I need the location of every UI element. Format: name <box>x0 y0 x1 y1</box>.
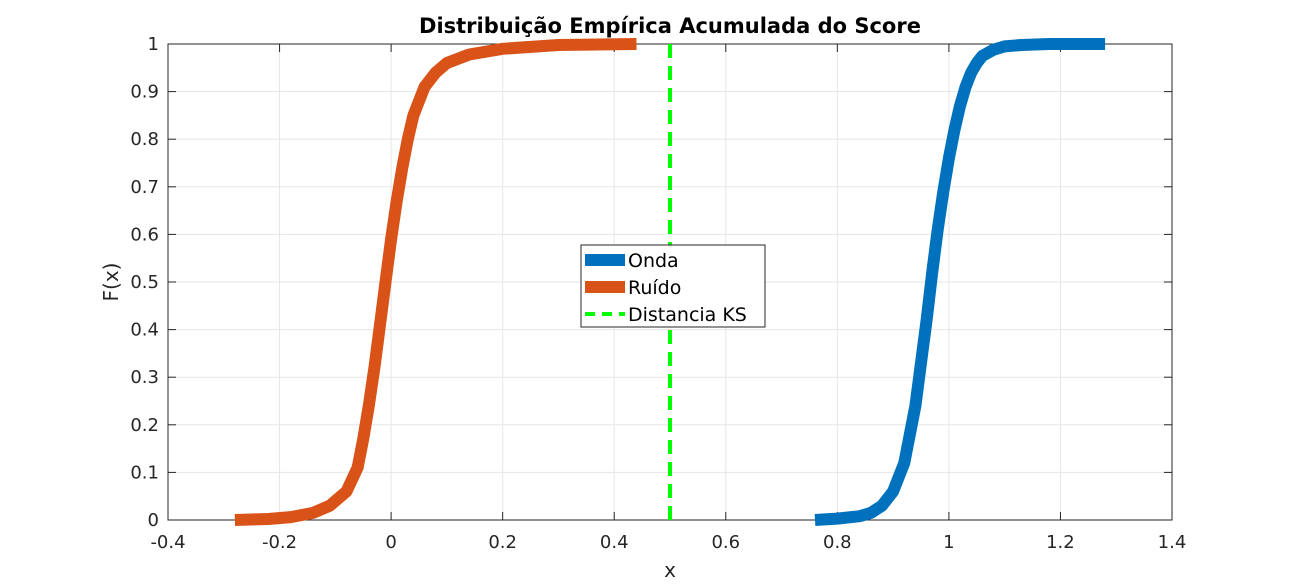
chart-title: Distribuição Empírica Acumulada do Score <box>419 14 921 38</box>
y-tick-label: 0 <box>148 510 159 531</box>
y-tick-label: 0.5 <box>130 272 159 293</box>
x-tick-label: 0.2 <box>488 532 517 553</box>
y-tick-labels: 0 0.1 0.2 0.3 0.4 0.5 0.6 0.7 0.8 0.9 1 <box>130 34 159 531</box>
y-tick-label: 0.4 <box>130 320 159 341</box>
series-line-onda <box>814 38 1106 526</box>
legend-label: Ruído <box>628 277 681 299</box>
x-tick-label: 1.2 <box>1046 532 1075 553</box>
y-tick-label: 0.9 <box>130 82 159 103</box>
y-tick-label: 1 <box>148 34 159 55</box>
y-tick-label: 0.8 <box>130 129 159 150</box>
x-tick-label: -0.2 <box>262 532 297 553</box>
legend-label: Onda <box>628 250 679 272</box>
series-layer <box>234 38 1106 526</box>
x-tick-label: 0.8 <box>823 532 852 553</box>
y-tick-label: 0.7 <box>130 177 159 198</box>
x-tick-labels: -0.4 -0.2 0 0.2 0.4 0.6 0.8 1 1.2 1.4 <box>150 532 1186 553</box>
legend: Onda Ruído Distancia KS <box>580 244 766 328</box>
y-tick-label: 0.1 <box>130 462 159 483</box>
y-axis-title: F(x) <box>99 263 123 302</box>
x-axis-title: x <box>664 558 676 582</box>
x-tick-label: 0.6 <box>711 532 740 553</box>
x-tick-label: 1 <box>943 532 954 553</box>
x-tick-label: -0.4 <box>150 532 185 553</box>
x-tick-label: 0 <box>385 532 396 553</box>
y-tick-label: 0.2 <box>130 415 159 436</box>
x-tick-label: 0.4 <box>600 532 629 553</box>
y-tick-label: 0.3 <box>130 367 159 388</box>
legend-label: Distancia KS <box>628 304 747 326</box>
y-tick-label: 0.6 <box>130 224 159 245</box>
series-line-ru-do <box>234 38 637 526</box>
x-tick-label: 1.4 <box>1158 532 1187 553</box>
